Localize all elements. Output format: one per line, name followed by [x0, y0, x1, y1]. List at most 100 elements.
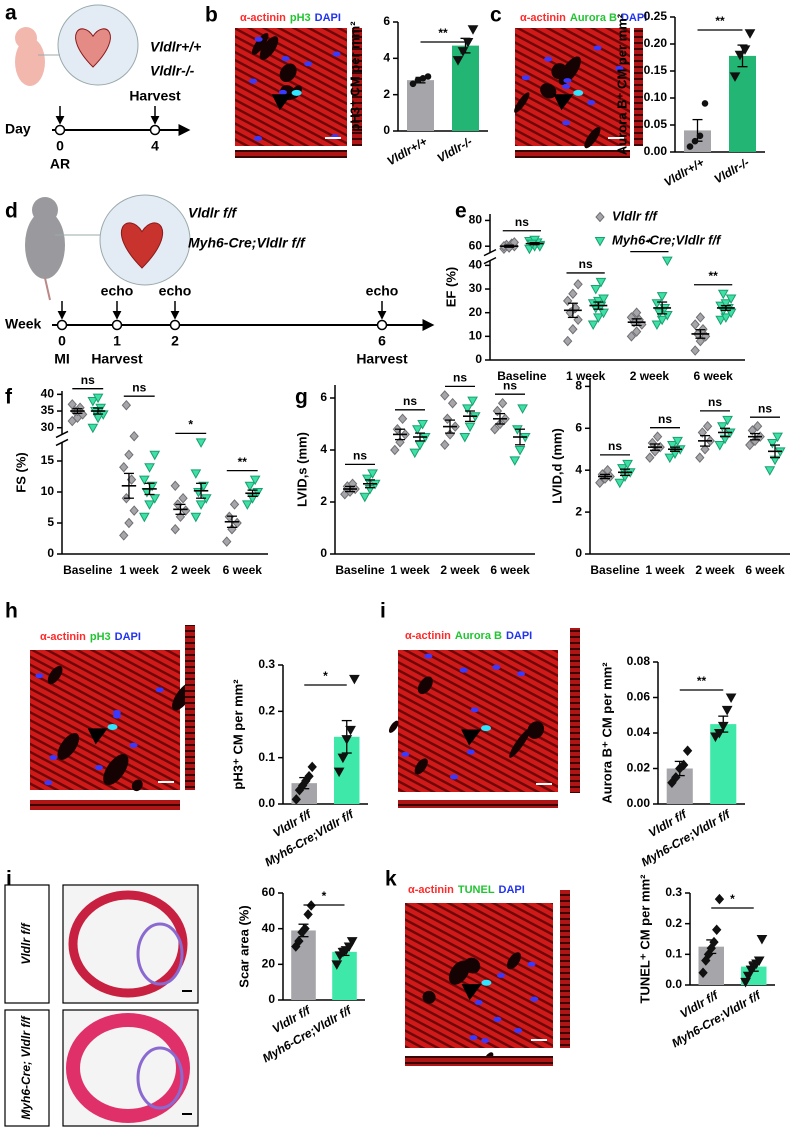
data-point [622, 459, 633, 470]
data-point [291, 794, 301, 805]
y-tick-label: 80 [469, 213, 483, 227]
data-point [362, 474, 373, 485]
nucleus [129, 742, 138, 748]
y-tick-label: 0.25 [644, 9, 668, 23]
data-point [121, 399, 132, 411]
timepoint [149, 124, 161, 136]
significance: ns [579, 257, 593, 271]
nucleus [615, 65, 624, 71]
tissue-gap [251, 32, 269, 55]
stain-legend: α-actinin TUNEL DAPI [408, 884, 525, 896]
data-point [144, 463, 155, 473]
data-point [346, 937, 358, 947]
data-point [686, 143, 694, 150]
data-point [714, 893, 725, 905]
y-tick-label: 2 [320, 494, 327, 508]
data-point [119, 461, 129, 473]
pointer-arrow [87, 728, 108, 745]
stain-name: α-actinin [520, 12, 566, 24]
panel-label: e [455, 200, 467, 223]
panel-label: b [205, 4, 218, 27]
timepoint-label: 1 [113, 333, 121, 349]
stain-name: pH3 [290, 12, 311, 24]
event-label: MI [54, 351, 70, 367]
data-point [331, 960, 343, 970]
data-point [587, 320, 599, 331]
y-tick-label: 4 [383, 51, 390, 65]
data-point [92, 393, 104, 404]
significance: ns [658, 412, 672, 426]
data-point [745, 439, 755, 451]
nucleus [401, 751, 410, 757]
tissue-gap [259, 36, 279, 60]
data-point [656, 292, 668, 302]
timepoint-label: 0 [58, 333, 66, 349]
nucleus [281, 56, 290, 62]
y-tick-label: 0.00 [644, 144, 668, 158]
data-point [744, 29, 756, 39]
panel-label: f [5, 386, 13, 409]
data-point [715, 315, 727, 326]
nucleus [470, 707, 479, 713]
data-point [409, 448, 421, 459]
data-point [87, 397, 99, 407]
tissue-gap [584, 126, 601, 149]
data-point [697, 427, 708, 438]
y-axis-label: FS (%) [13, 452, 28, 492]
nucleus [562, 120, 571, 126]
y-tick-label: 0.1 [258, 750, 275, 764]
nucleus [530, 996, 539, 1002]
scar-tissue [136, 922, 184, 986]
data-point [124, 517, 134, 529]
y-tick-label: 0.2 [665, 916, 682, 930]
data-point [190, 512, 202, 523]
x-tick-label: Vldlr+/+ [384, 134, 429, 168]
x-tick-label: 1 week [566, 369, 606, 383]
nucleus [44, 780, 53, 786]
orthogonal-view [405, 1056, 553, 1066]
significance: * [730, 892, 735, 906]
event-label: AR [50, 156, 70, 172]
nucleus [94, 765, 103, 771]
y-tick-label: 0 [575, 546, 582, 560]
tissue-gap [57, 732, 80, 760]
stain-name: DAPI [115, 631, 141, 643]
orthogonal-view [235, 150, 347, 158]
nucleus [563, 78, 572, 84]
histology-frame [62, 884, 199, 1004]
bar [729, 55, 756, 152]
tissue-gap [279, 63, 297, 83]
data-point [573, 279, 583, 290]
data-point [651, 299, 663, 309]
y-tick-label: 6 [383, 14, 390, 28]
data-point [725, 693, 737, 704]
data-point [464, 422, 476, 433]
nucleus [155, 687, 164, 693]
significance: ns [403, 394, 417, 408]
axis-break [483, 248, 497, 257]
tissue-gap [540, 83, 557, 99]
nucleus [527, 961, 536, 967]
mouse [25, 211, 65, 279]
data-point [129, 505, 139, 516]
data-point [690, 319, 700, 330]
data-point [626, 331, 637, 342]
nucleus [514, 1028, 523, 1034]
x-tick-label: 2 week [695, 563, 735, 577]
x-tick-label: 2 week [440, 563, 480, 577]
genotype: Vldlr f/f [19, 922, 33, 964]
data-point [119, 530, 129, 541]
bar [332, 951, 357, 1000]
y-axis-label: Aurora B⁺ CM per mm² [599, 662, 614, 804]
data-point [652, 431, 663, 442]
data-point [170, 480, 180, 492]
tissue-gap [506, 952, 521, 970]
nucleus [35, 673, 44, 679]
data-point [349, 674, 360, 685]
x-tick-label: 2 week [630, 369, 670, 383]
tissue-gap [414, 758, 428, 775]
timepoint-label: 2 [171, 333, 179, 349]
panel-label: h [5, 600, 18, 623]
timepoint [376, 319, 388, 331]
